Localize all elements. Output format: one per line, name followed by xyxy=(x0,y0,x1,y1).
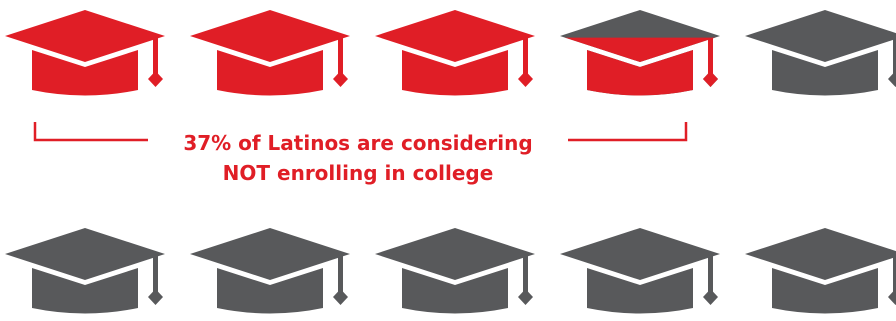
graduation-cap-icon xyxy=(190,228,350,314)
graduation-cap-highlight-portion xyxy=(564,37,718,96)
graduation-cap-icon xyxy=(375,228,535,314)
graduation-cap-icon xyxy=(5,10,165,96)
pictograph-icons xyxy=(5,10,896,314)
graduation-cap-icon xyxy=(745,228,896,314)
callout-text-line2: NOT enrolling in college xyxy=(223,161,494,185)
graduation-cap-icon xyxy=(560,10,720,96)
callout-text-line1: 37% of Latinos are considering xyxy=(183,131,532,155)
graduation-cap-icon xyxy=(560,228,720,314)
graduation-cap-icon xyxy=(375,10,535,96)
graduation-cap-icon xyxy=(5,228,165,314)
graduation-cap-icon xyxy=(745,10,896,96)
graduation-cap-icon xyxy=(190,10,350,96)
callout-bracket xyxy=(33,122,688,142)
callout: 37% of Latinos are considering NOT enrol… xyxy=(33,122,688,185)
